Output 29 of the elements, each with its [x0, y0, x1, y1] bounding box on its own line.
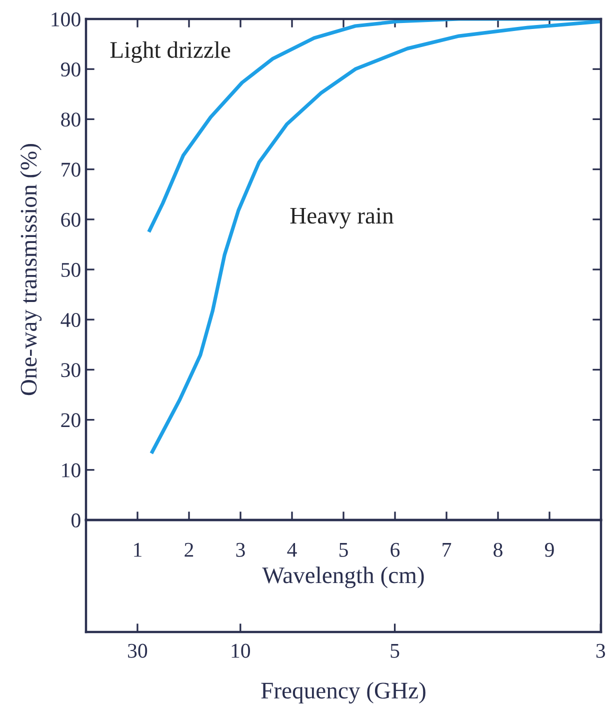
text: 3 [596, 644, 606, 658]
y-tick-label: 20 [61, 413, 80, 428]
text: 10 [232, 644, 250, 658]
y-tick-label: 40 [60, 312, 80, 328]
series-label: Heavy rain [290, 208, 394, 229]
y-tick-label: 90 [60, 62, 80, 77]
text: 5 [390, 644, 400, 658]
x-tick-label: 1 [134, 542, 142, 557]
x-tick-label: 5 [340, 543, 348, 557]
y-tick-label: 30 [61, 363, 80, 378]
x-tick-label: 6 [390, 542, 400, 557]
y-axis-title: One-way transmission (%) [20, 144, 42, 396]
x-tick-label: 3 [236, 542, 245, 557]
y-tick-label: 80 [61, 112, 80, 127]
y-tick-label: 50 [62, 262, 80, 277]
y-tick-label: 60 [61, 212, 80, 227]
x-tick-label: 2 [184, 542, 194, 557]
series-label: Light drizzle [110, 41, 230, 63]
y-tick-label: 10 [62, 463, 80, 478]
x-tick-label: 9 [544, 542, 554, 557]
y-tick-label: 100 [52, 12, 80, 26]
x2-axis-title: Frequency (GHz) [261, 682, 426, 704]
y-tick-label: 70 [62, 162, 80, 177]
x-tick-label: 4 [287, 542, 297, 557]
x-tick-label: 7 [442, 543, 452, 557]
x-tick-label: 8 [494, 542, 502, 557]
x-axis-title: Wavelength (cm) [262, 566, 424, 588]
text: 30 [128, 644, 148, 658]
y-tick-label: 0 [72, 513, 80, 528]
